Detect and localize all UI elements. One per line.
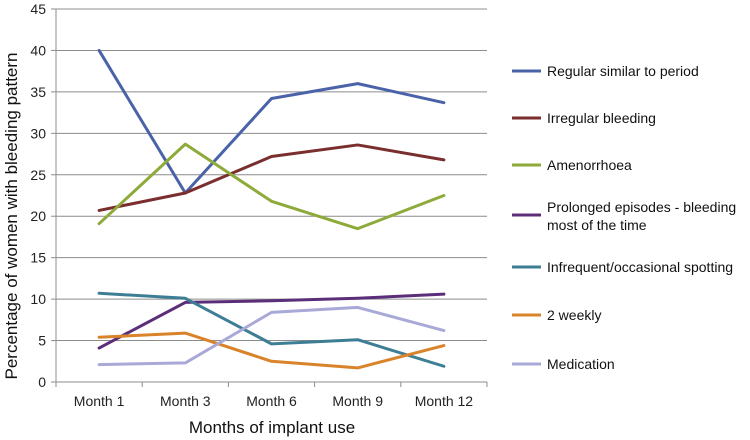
series-line-2: [97, 143, 446, 212]
legend-item: Regular similar to period: [512, 63, 699, 79]
legend-label: Medication: [547, 356, 615, 372]
legend-item: Medication: [512, 356, 615, 372]
y-tick-label: 40: [30, 42, 46, 58]
y-tick-label: 20: [30, 208, 46, 224]
legend-label: 2 weekly: [547, 307, 601, 323]
y-tick-label: 5: [38, 333, 46, 349]
y-axis-title: Percentage of women with bleeding patter…: [2, 53, 21, 380]
series-line-4: [97, 292, 446, 350]
y-tick-label: 15: [30, 250, 46, 266]
series-line-7: [97, 305, 446, 367]
x-tick-labels: Month 1 Month 3 Month 6 Month 9 Month 12: [74, 393, 473, 409]
legend-item: Prolonged episodes - bleeding most of the…: [512, 199, 736, 233]
series-line-6: [97, 331, 446, 370]
y-tick-label: 45: [30, 1, 46, 17]
series-line-3: [97, 142, 446, 231]
legend-label: Amenorrhoea: [547, 157, 632, 173]
x-tick-label: Month 12: [415, 393, 474, 409]
grid-lines: [56, 8, 487, 342]
legend-item: Irregular bleeding: [512, 110, 656, 126]
y-tick-label: 25: [30, 167, 46, 183]
legend-item: Infrequent/occasional spotting: [512, 259, 733, 275]
legend-label: Infrequent/occasional spotting: [547, 259, 733, 275]
series-line-5: [97, 291, 446, 368]
axes: [51, 8, 488, 387]
y-tick-label: 30: [30, 125, 46, 141]
legend-label: Prolonged episodes - bleeding most of the…: [547, 199, 736, 233]
series-line-1: [97, 48, 446, 195]
legend-item: Amenorrhoea: [512, 157, 632, 173]
x-axis-title: Months of implant use: [189, 418, 355, 437]
legend-label: Regular similar to period: [547, 63, 699, 79]
series-lines: [97, 48, 446, 370]
legend-item: 2 weekly: [512, 307, 601, 323]
legend-label: Irregular bleeding: [547, 110, 656, 126]
y-tick-label: 10: [30, 291, 46, 307]
x-tick-label: Month 1: [74, 393, 125, 409]
y-tick-label: 0: [38, 374, 46, 390]
x-tick-label: Month 9: [332, 393, 383, 409]
y-tick-label: 35: [30, 84, 46, 100]
x-tick-label: Month 6: [246, 393, 297, 409]
legend: Regular similar to period Irregular bleed…: [512, 63, 736, 372]
x-tick-label: Month 3: [160, 393, 211, 409]
y-tick-labels: 0 5 10 15 20 25 30 35 40 45: [30, 1, 46, 390]
